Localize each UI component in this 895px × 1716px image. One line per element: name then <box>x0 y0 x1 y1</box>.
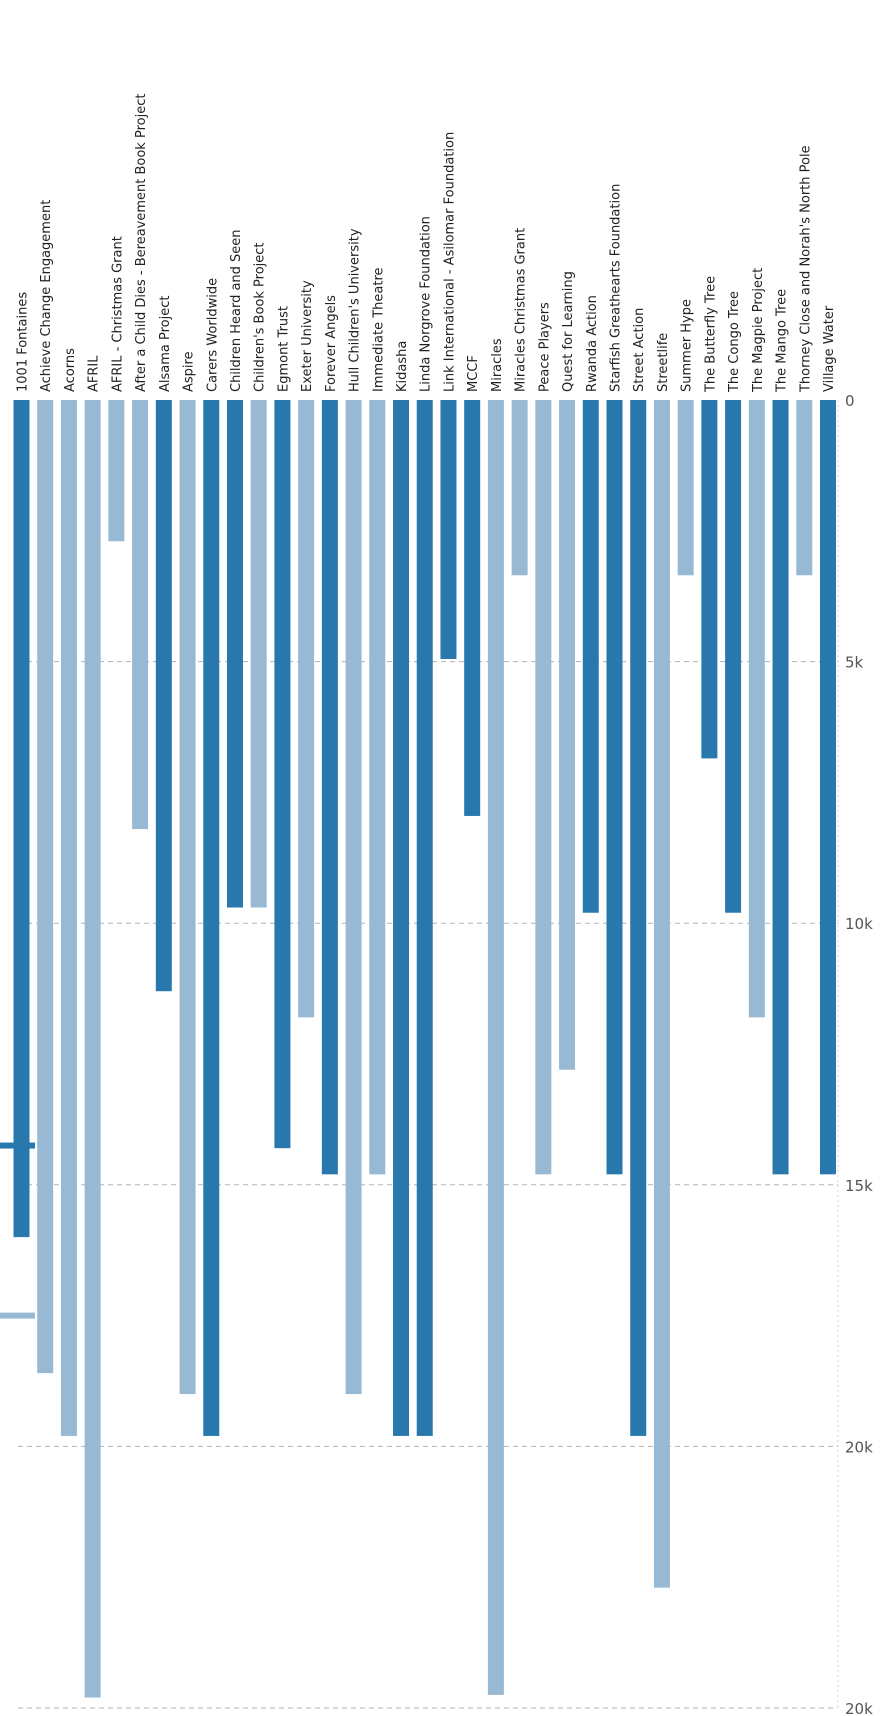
bar <box>440 400 457 659</box>
y-tick-label: 10k <box>845 915 873 933</box>
bar <box>677 400 694 576</box>
category-label: Peace Players <box>537 302 552 392</box>
category-label: The Congo Tree <box>727 291 742 393</box>
category-label: Starfish Greathearts Foundation <box>609 184 624 392</box>
category-label: Egmont Trust <box>276 306 291 392</box>
category-label: Aspire <box>182 351 197 392</box>
bar <box>582 400 599 913</box>
bar <box>559 400 576 1070</box>
category-label: The Butterfly Tree <box>703 276 718 393</box>
y-tick-label: 15k <box>845 1177 873 1195</box>
category-label: AFRIL <box>87 355 102 392</box>
category-label: Village Water <box>822 305 837 392</box>
category-label: Carers Worldwide <box>205 278 220 392</box>
category-label: Achieve Change Engagement <box>39 200 54 392</box>
bar <box>653 400 670 1588</box>
bar <box>155 400 172 992</box>
bar <box>345 400 362 1395</box>
bar <box>321 400 338 1175</box>
bar <box>274 400 291 1149</box>
bar <box>535 400 552 1175</box>
bar <box>511 400 528 576</box>
bar <box>37 400 54 1374</box>
category-labels: 1001 Fontaines Achieve Change Engagement A… <box>16 94 837 393</box>
category-label: Rwanda Action <box>585 295 600 392</box>
bar <box>250 400 267 908</box>
category-label: Forever Angels <box>324 295 339 392</box>
y-tick-label: 20k <box>845 1438 873 1456</box>
category-label: Children's Book Project <box>253 242 268 392</box>
category-label: Kidasha <box>395 341 410 392</box>
category-label: Immediate Theatre <box>371 267 386 392</box>
category-label: Exeter University <box>300 280 315 392</box>
bar <box>701 400 718 759</box>
category-label: 1001 Fontaines <box>16 292 31 392</box>
category-label: The Magpie Project <box>751 268 766 393</box>
category-label: Miracles Christmas Grant <box>514 228 529 392</box>
category-label: The Mango Tree <box>775 289 790 393</box>
category-label: Streetlife <box>656 333 671 392</box>
bar <box>108 400 125 542</box>
bar <box>725 400 742 913</box>
bar <box>179 400 196 1395</box>
bar <box>464 400 481 816</box>
category-label: Thorney Close and Norah's North Pole <box>798 145 813 393</box>
bar <box>84 400 101 1698</box>
category-label: After a Child Dies - Bereavement Book Pr… <box>134 94 149 392</box>
category-label: Miracles <box>490 338 505 392</box>
y-axis-ticks: 0 5k 10k 15k 20k 20k <box>845 392 873 1716</box>
category-label: AFRIL - Christmas Grant <box>110 236 125 392</box>
category-label: Acorns <box>63 348 78 392</box>
y-tick-label: 0 <box>845 392 855 410</box>
bar <box>226 400 243 908</box>
category-label: Street Action <box>632 308 647 392</box>
category-label: MCCF <box>466 355 481 392</box>
category-label: Children Heard and Seen <box>229 229 244 392</box>
y-tick-label: 20k <box>845 1700 873 1716</box>
category-label: Link International - Asilomar Foundation <box>442 132 457 392</box>
bar <box>748 400 765 1018</box>
bar <box>13 400 30 1238</box>
bar <box>369 400 386 1175</box>
bar <box>796 400 813 576</box>
bar <box>203 400 220 1436</box>
category-label: Summer Hype <box>680 299 695 392</box>
category-label: Hull Children's University <box>348 228 363 392</box>
bar <box>487 400 504 1695</box>
bar <box>132 400 149 830</box>
bar <box>630 400 647 1436</box>
bar <box>60 400 77 1436</box>
bar <box>298 400 315 1018</box>
bar <box>772 400 789 1175</box>
category-label: Quest for Learning <box>561 271 576 392</box>
bar <box>606 400 623 1175</box>
bar <box>416 400 433 1436</box>
left-edge-marker <box>0 1312 35 1319</box>
category-label: Alsama Project <box>158 296 173 392</box>
bar <box>393 400 410 1436</box>
category-label: Linda Norgrove Foundation <box>419 216 434 392</box>
bar <box>819 400 836 1175</box>
y-tick-label: 5k <box>845 654 864 672</box>
bars <box>13 400 836 1698</box>
